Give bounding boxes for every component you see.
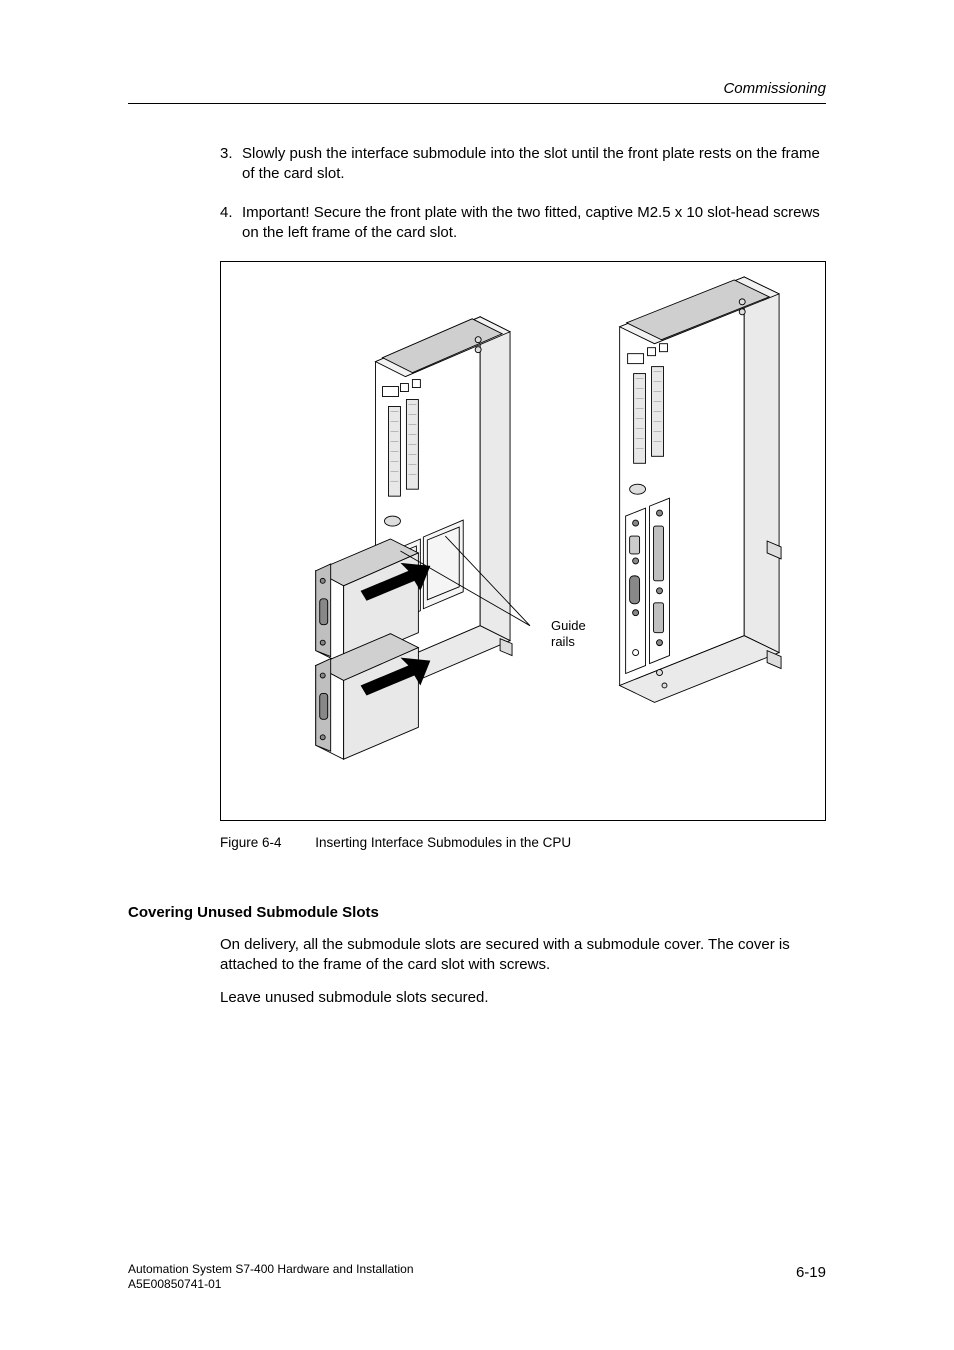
figure-caption-text: Inserting Interface Submodules in the CP… (315, 835, 571, 850)
section-para-2: Leave unused submodule slots secured. (220, 988, 826, 1008)
guide-label-line2: rails (551, 634, 575, 649)
figure-guide-label: Guide rails (551, 618, 586, 649)
footer-page-number: 6-19 (796, 1264, 826, 1283)
header-rule (128, 103, 826, 104)
figure-illustration (221, 262, 825, 820)
footer-line1: Automation System S7-400 Hardware and In… (128, 1262, 414, 1276)
figure-caption: Figure 6-4 Inserting Interface Submodule… (220, 835, 826, 850)
step-number: 4. (220, 203, 242, 244)
guide-label-line1: Guide (551, 618, 586, 633)
section-para-1: On delivery, all the submodule slots are… (220, 935, 826, 976)
header-section-title: Commissioning (128, 80, 826, 97)
figure-caption-number: Figure 6-4 (220, 835, 282, 850)
footer: Automation System S7-400 Hardware and In… (128, 1262, 826, 1292)
figure-box: Guide rails (220, 261, 826, 821)
step-4: 4. Important! Secure the front plate wit… (220, 203, 826, 244)
step-text: Slowly push the interface submodule into… (242, 144, 826, 185)
step-3: 3. Slowly push the interface submodule i… (220, 144, 826, 185)
footer-line2: A5E00850741-01 (128, 1277, 221, 1291)
section-heading: Covering Unused Submodule Slots (128, 904, 826, 921)
step-text: Important! Secure the front plate with t… (242, 203, 826, 244)
step-number: 3. (220, 144, 242, 185)
